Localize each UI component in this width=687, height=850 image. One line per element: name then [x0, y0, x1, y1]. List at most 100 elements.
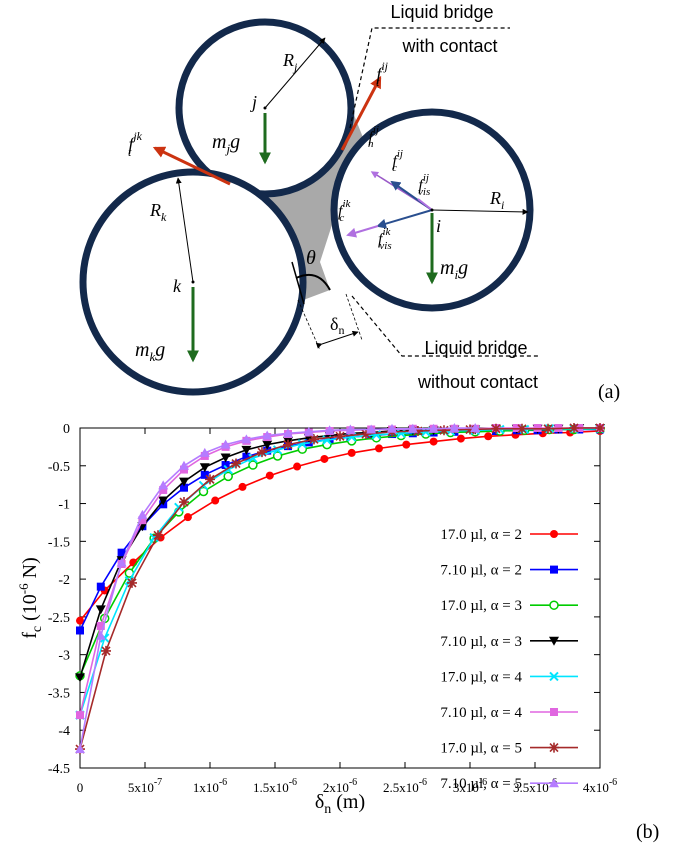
data-point	[407, 423, 418, 433]
data-point	[76, 626, 84, 635]
data-point	[199, 463, 210, 473]
data-point	[159, 485, 168, 494]
data-point	[262, 440, 273, 450]
x-tick-label: 3x10-6	[453, 777, 487, 795]
data-point	[402, 440, 411, 449]
series-line	[79, 427, 476, 750]
annot-with-contact-line2: with contact	[401, 36, 497, 56]
data-point	[262, 430, 273, 440]
center-j-label: j	[250, 92, 257, 112]
fvis-ik-arrow	[346, 225, 379, 238]
weight-k-label: mkg	[135, 339, 165, 364]
legend-label: 17.0 µl, α = 2	[440, 527, 522, 543]
data-point	[220, 453, 231, 463]
data-point	[179, 460, 189, 470]
data-point	[470, 423, 481, 432]
data-point	[223, 471, 233, 482]
data-point	[366, 424, 377, 434]
data-point	[116, 557, 127, 567]
y-axis-title: fc (10-6 N)	[16, 557, 45, 639]
y-tick-label: -3.5	[48, 686, 70, 701]
data-point	[387, 423, 397, 433]
data-point	[158, 480, 169, 490]
legend: 17.0 µl, α = 2 7.10 µl, α = 2 17.0 µl, α =…	[440, 527, 578, 792]
data-point	[345, 424, 356, 434]
fvis-ij-arrow	[417, 198, 433, 211]
x-tick-label: 5x10-7	[128, 777, 162, 795]
y-tick-label: -1.5	[48, 535, 70, 550]
radius-i-line	[431, 208, 529, 215]
data-point	[179, 477, 189, 487]
series-line	[79, 427, 600, 716]
data-point	[138, 516, 147, 525]
data-point	[549, 600, 559, 610]
data-point	[549, 778, 559, 788]
fc-ik-label: fik c	[338, 198, 352, 224]
series-1	[76, 427, 604, 625]
data-point	[205, 474, 215, 485]
data-point	[283, 439, 293, 450]
legend-label: 7.10 µl, α = 2	[440, 563, 522, 579]
plot-frame	[79, 427, 601, 769]
data-point	[396, 428, 406, 438]
data-point	[76, 616, 84, 625]
data-point	[550, 708, 558, 716]
data-point	[549, 742, 559, 753]
data-point	[413, 426, 423, 437]
data-point	[484, 432, 493, 441]
data-point	[320, 454, 329, 463]
y-tick-label: -4.5	[48, 762, 70, 777]
series-7	[75, 423, 605, 755]
data-point	[75, 673, 85, 683]
data-point	[198, 486, 209, 497]
legend-label: 7.10 µl, α = 4	[440, 705, 522, 721]
x-tick-label: 4x10-6	[583, 777, 617, 795]
fvis-ij-label: fij vis	[418, 172, 430, 198]
data-point	[549, 671, 559, 682]
data-point	[179, 497, 189, 508]
gap-dim-arrow	[315, 330, 359, 349]
series-layer	[75, 423, 605, 755]
data-point	[137, 509, 148, 519]
legend-label: 17.0 µl, α = 3	[440, 598, 522, 614]
data-point	[361, 429, 371, 440]
data-point	[95, 605, 106, 615]
series-2	[76, 425, 604, 635]
ft-ij-arrow	[340, 75, 382, 151]
legend-label: 7.10 µl, α = 3	[440, 634, 522, 650]
y-tick-label: -2	[58, 573, 70, 588]
data-point	[465, 424, 475, 435]
y-tick-label: -4	[58, 724, 70, 739]
fc-ij-label: fij c	[392, 148, 403, 174]
x-axis-ticks: 0 5x10-7 1x10-6 1.5x10-6 2x10-6 2.5x10-6 3x10-…	[77, 428, 617, 795]
data-point	[272, 451, 283, 461]
y-tick-label: -0.5	[48, 460, 70, 475]
data-point	[309, 434, 319, 445]
series-line	[79, 427, 600, 678]
series-5	[75, 424, 605, 720]
annot-with-contact-line1: Liquid bridge	[390, 2, 493, 22]
series-3	[75, 424, 605, 681]
data-point	[95, 630, 106, 640]
radius-k-label: Rk	[149, 200, 167, 224]
annot-without-contact-line1: Liquid bridge	[424, 338, 527, 358]
x-tick-label: 1.5x10-6	[253, 777, 297, 795]
data-point	[265, 471, 274, 480]
radius-j-line	[264, 37, 326, 109]
data-point	[283, 428, 293, 438]
ft-ij-label: fij t	[376, 59, 389, 89]
data-point	[75, 744, 85, 754]
x-tick-label: 2x10-6	[323, 777, 357, 795]
center-k-label: k	[173, 276, 182, 296]
data-point	[101, 645, 111, 656]
data-point	[96, 621, 105, 630]
y-tick-label: -1	[58, 498, 70, 513]
series-6	[76, 424, 604, 720]
series-4	[75, 424, 605, 683]
panel-a-label: (a)	[598, 381, 620, 403]
data-point	[347, 448, 356, 457]
x-tick-label: 2.5x10-6	[383, 777, 427, 795]
radius-i-label: Ri	[489, 188, 504, 212]
gap-delta-label: δn	[330, 314, 344, 337]
